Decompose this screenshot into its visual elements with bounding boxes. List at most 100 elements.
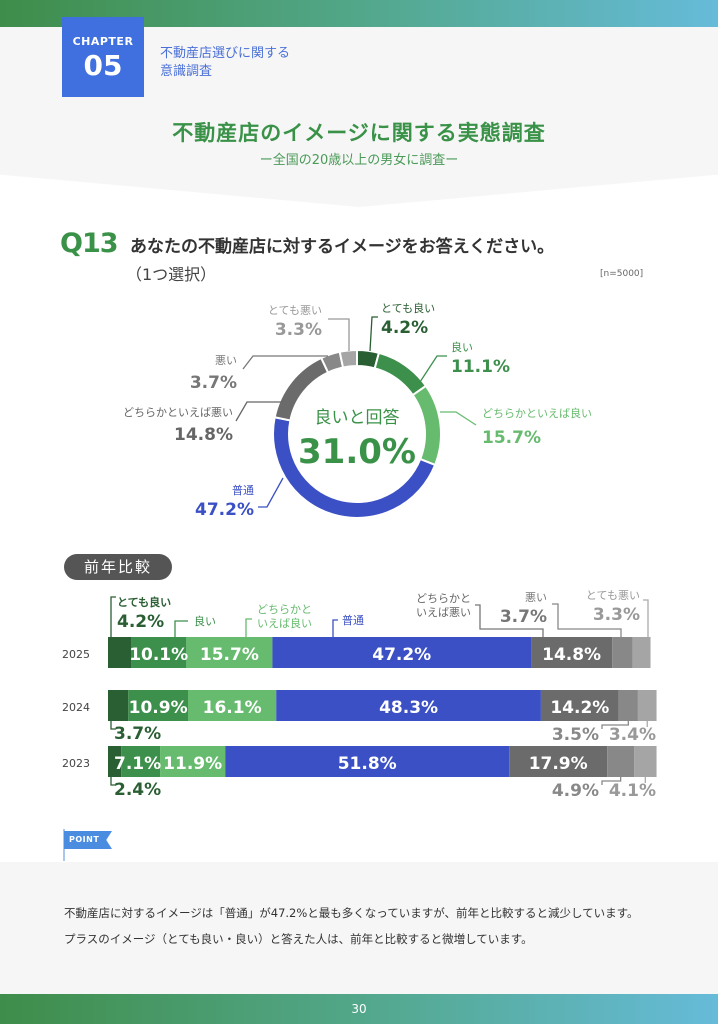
donut-center-label: 良いと回答 [315, 408, 400, 428]
point-section-background [0, 862, 718, 994]
donut-leader-line [419, 355, 447, 383]
donut-center-value: 31.0% [298, 432, 416, 472]
bar-segment-value: 14.8% [542, 645, 601, 665]
legend-leader-bad [552, 603, 622, 637]
legend-leader-somewhat-bad [475, 604, 544, 637]
page-title: 不動産店のイメージに関する実態調査 [172, 121, 546, 145]
bar-segment [612, 637, 633, 668]
page-subtitle: ー全国の20歳以上の男女に調査ー [259, 153, 459, 168]
legend-somewhat-bad-l2: いえば悪い [416, 606, 471, 619]
bar-segment-value: 15.7% [200, 645, 259, 665]
legend-very-good: とても良い [117, 595, 171, 609]
donut-leader-line [369, 316, 378, 352]
legend-bad-value: 3.7% [500, 607, 547, 627]
donut-label-name: どちらかといえば悪い [123, 406, 233, 419]
legend-leader-very-good [110, 596, 116, 637]
donut-label-name: とても良い [381, 301, 435, 315]
bar-segment [108, 637, 132, 668]
donut-label-value: 14.8% [174, 425, 233, 445]
compare-section-title: 前年比較 [64, 554, 172, 580]
legend-very-bad: とても悪い [586, 589, 640, 602]
point-text-line1: 不動産店に対するイメージは「普通」が47.2%と最も多くなっていますが、前年と比… [64, 906, 639, 920]
legend-bad: 悪い [525, 591, 547, 604]
donut-leader-line [242, 355, 328, 370]
legend-somewhat-good-l1: どちらかと [257, 603, 312, 616]
bar-segment [225, 746, 510, 777]
question-text: あなたの不動産店に対するイメージをお答えください。 [130, 237, 555, 257]
below-leader-bad [601, 777, 622, 785]
donut-label-value: 4.2% [381, 318, 428, 338]
bar-segment [188, 690, 277, 721]
donut-label-name: どちらかといえば良い [482, 406, 592, 420]
below-leader-very-good [110, 721, 116, 730]
donut-leader-line [258, 477, 284, 508]
bar-segment [618, 690, 638, 721]
donut-label-value: 47.2% [195, 500, 254, 520]
bar-segment [509, 746, 608, 777]
below-bad-value: 3.5% [552, 725, 599, 745]
donut-slice [338, 348, 358, 369]
donut-slice [411, 384, 442, 467]
donut-label-value: 3.7% [190, 373, 237, 393]
below-bad-value: 4.9% [552, 781, 599, 801]
legend-leader-very-bad [643, 599, 649, 637]
point-flag-icon: POINT [64, 831, 112, 849]
point-text-line2: プラスのイメージ（とても良い・良い）と答えた人は、前年と比較すると微増しています… [64, 932, 533, 946]
bar-segment [108, 690, 129, 721]
donut-leader-line [440, 411, 477, 426]
bar-segment-value: 10.9% [129, 698, 188, 718]
chapter-number: 05 [83, 49, 123, 82]
donut-leader-line [328, 318, 350, 351]
legend-very-bad-value: 3.3% [593, 605, 640, 625]
bar-segment-value: 14.2% [550, 698, 609, 718]
bar-segment-value: 11.9% [163, 754, 222, 774]
legend-somewhat-bad-l1: どちらかと [416, 592, 471, 605]
below-very-bad-value: 3.4% [609, 725, 656, 745]
question-number: Q13 [60, 228, 119, 259]
below-very-bad-value: 4.1% [609, 781, 656, 801]
bar-segment-value: 7.1% [114, 754, 161, 774]
donut-leader-line [235, 401, 283, 422]
donut-label-name: とても悪い [268, 304, 322, 317]
bar-segment [131, 637, 187, 668]
bar-segment [272, 637, 532, 668]
bar-segment [634, 746, 657, 777]
legend-very-good-value: 4.2% [117, 612, 164, 632]
bar-segment [108, 746, 122, 777]
below-very-good-value: 2.4% [114, 780, 161, 800]
footer-bar: 30 [0, 994, 718, 1024]
legend-leader-neutral [332, 619, 338, 637]
bar-segment-value: 10.1% [129, 645, 188, 665]
legend-leader-good [174, 620, 188, 637]
page-number: 30 [351, 1002, 367, 1016]
donut-label-value: 11.1% [451, 357, 510, 377]
donut-label-name: 良い [451, 340, 473, 354]
bar-segment [607, 746, 635, 777]
bar-segment [186, 637, 273, 668]
bar-segment-value: 48.3% [379, 698, 438, 718]
bar-segment [540, 690, 619, 721]
chapter-badge: CHAPTER 05 [62, 17, 144, 97]
bar-segment-value: 17.9% [529, 754, 588, 774]
donut-label-value: 15.7% [482, 428, 541, 448]
bar-year-label: 2024 [62, 701, 90, 714]
below-leader-bad [601, 721, 629, 729]
bar-segment [276, 690, 541, 721]
chapter-title: 不動産店選びに関する 意識調査 [160, 45, 360, 81]
legend-neutral: 普通 [342, 613, 364, 627]
chapter-title-line2: 意識調査 [160, 64, 213, 79]
bar-segment [531, 637, 613, 668]
bar-segment-value: 16.1% [203, 698, 262, 718]
bar-segment [632, 637, 651, 668]
donut-label-value: 3.3% [275, 320, 322, 340]
donut-label-name: 普通 [232, 483, 254, 497]
bar-segment-value: 47.2% [372, 645, 431, 665]
bar-segment [160, 746, 226, 777]
bar-segment [637, 690, 657, 721]
below-very-good-value: 3.7% [114, 724, 161, 744]
chapter-label: CHAPTER [72, 35, 134, 48]
bar-year-label: 2023 [62, 757, 90, 770]
bar-segment-value: 51.8% [338, 754, 397, 774]
legend-good: 良い [194, 614, 216, 628]
